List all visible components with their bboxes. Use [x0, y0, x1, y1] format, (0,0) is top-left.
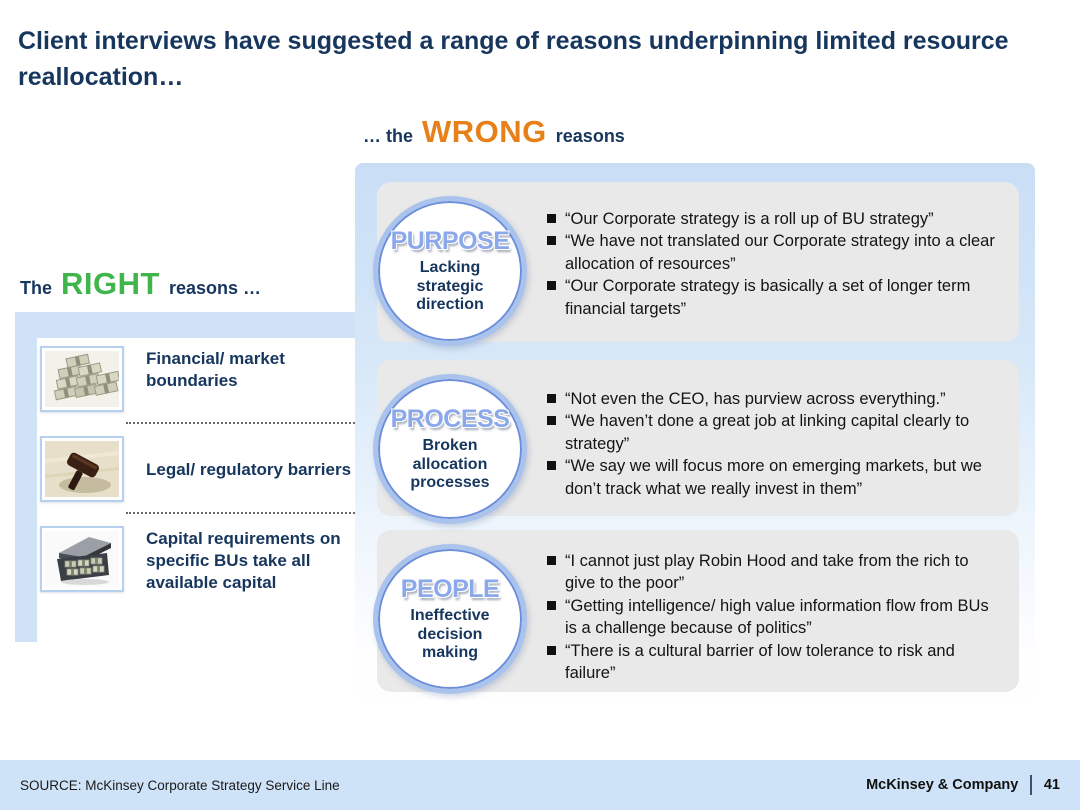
quote-item: “Not even the CEO, has purview across ev… — [547, 388, 1003, 410]
category-circle-process: PROCESS Broken allocation processes — [373, 374, 527, 524]
dotted-divider — [126, 422, 355, 424]
company-brand: McKinsey & Company — [866, 777, 1019, 793]
quote-item: “Our Corporate strategy is a roll up of … — [547, 208, 1003, 230]
square-bullet-icon — [547, 645, 556, 655]
square-bullet-icon — [547, 556, 556, 565]
quote-item: “We have not translated our Corporate st… — [547, 230, 1003, 275]
quote-text: “We have not translated our Corporate st… — [565, 232, 995, 273]
right-reason-label: Capital requirements on specific BUs tak… — [146, 529, 341, 592]
quote-item: “Getting intelligence/ high value inform… — [547, 595, 1003, 640]
category-subtitle: Lacking strategic direction — [416, 258, 484, 314]
quote-text: “We haven’t done a great job at linking … — [565, 412, 970, 453]
quote-list: “Not even the CEO, has purview across ev… — [377, 360, 1019, 508]
category-subtitle: Ineffective decision making — [410, 606, 490, 662]
category-label: PEOPLE — [400, 574, 500, 603]
quote-item: “We haven’t done a great job at linking … — [547, 410, 1003, 455]
right-reasons-list: Financial/ market boundaries — [37, 338, 355, 642]
right-header-prefix: The — [20, 278, 53, 298]
wrong-reason-row-purpose: “Our Corporate strategy is a roll up of … — [373, 182, 1019, 346]
wrong-reasons-panel: “Our Corporate strategy is a roll up of … — [355, 163, 1035, 700]
briefcase-cash-image — [40, 526, 124, 592]
quote-item: “I cannot just play Robin Hood and take … — [547, 550, 1003, 595]
footer-divider — [1030, 775, 1032, 795]
category-circle-purpose: PURPOSE Lacking strategic direction — [373, 196, 527, 346]
right-reason-item-financial: Financial/ market boundaries — [40, 346, 355, 412]
quote-text: “We say we will focus more on emerging m… — [565, 457, 982, 498]
footer: SOURCE: McKinsey Corporate Strategy Serv… — [0, 760, 1080, 810]
right-header-keyword: RIGHT — [61, 266, 160, 301]
wrong-reason-row-process: “Not even the CEO, has purview across ev… — [373, 360, 1019, 524]
right-reason-label: Financial/ market boundaries — [146, 349, 285, 390]
right-reasons-header: The RIGHT reasons … — [20, 266, 261, 302]
square-bullet-icon — [547, 600, 556, 610]
wrong-header-prefix: … the — [363, 126, 414, 146]
category-label: PROCESS — [390, 404, 510, 433]
square-bullet-icon — [547, 236, 556, 246]
right-reason-label: Legal/ regulatory barriers — [146, 460, 352, 480]
source-text: SOURCE: McKinsey Corporate Strategy Serv… — [20, 777, 340, 793]
footer-brand-area: McKinsey & Company 41 — [866, 775, 1060, 795]
quote-text: “Our Corporate strategy is a roll up of … — [565, 210, 934, 228]
quote-item: “There is a cultural barrier of low tole… — [547, 640, 1003, 685]
category-subtitle: Broken allocation processes — [410, 436, 490, 492]
right-reason-item-capital: Capital requirements on specific BUs tak… — [40, 526, 355, 593]
square-bullet-icon — [547, 214, 556, 223]
quote-list: “I cannot just play Robin Hood and take … — [377, 530, 1019, 693]
right-reasons-panel: Financial/ market boundaries — [15, 312, 355, 642]
wrong-reason-row-people: “I cannot just play Robin Hood and take … — [373, 530, 1019, 694]
square-bullet-icon — [547, 394, 556, 403]
quote-text: “Not even the CEO, has purview across ev… — [565, 390, 946, 408]
quote-item: “We say we will focus more on emerging m… — [547, 455, 1003, 500]
dotted-divider — [126, 512, 355, 514]
square-bullet-icon — [547, 281, 556, 291]
category-label: PURPOSE — [390, 226, 510, 255]
slide-title: Client interviews have suggested a range… — [18, 27, 1009, 91]
right-header-suffix: reasons … — [168, 278, 261, 298]
right-reason-item-legal: Legal/ regulatory barriers — [40, 436, 355, 502]
square-bullet-icon — [547, 416, 556, 426]
category-circle-people: PEOPLE Ineffective decision making — [373, 544, 527, 694]
wrong-header-keyword: WRONG — [422, 114, 547, 149]
quote-item: “Our Corporate strategy is basically a s… — [547, 275, 1003, 320]
money-stacks-image — [40, 346, 124, 412]
quote-text: “Our Corporate strategy is basically a s… — [565, 277, 971, 318]
wrong-header-suffix: reasons — [555, 126, 625, 146]
square-bullet-icon — [547, 461, 556, 471]
gavel-image — [40, 436, 124, 502]
quote-list: “Our Corporate strategy is a roll up of … — [377, 182, 1019, 328]
page-number: 41 — [1043, 777, 1060, 793]
quote-text: “There is a cultural barrier of low tole… — [565, 641, 955, 683]
wrong-reasons-header: … the WRONG reasons — [363, 114, 625, 150]
quote-text: “I cannot just play Robin Hood and take … — [565, 552, 969, 593]
quote-text: “Getting intelligence/ high value inform… — [565, 596, 989, 638]
